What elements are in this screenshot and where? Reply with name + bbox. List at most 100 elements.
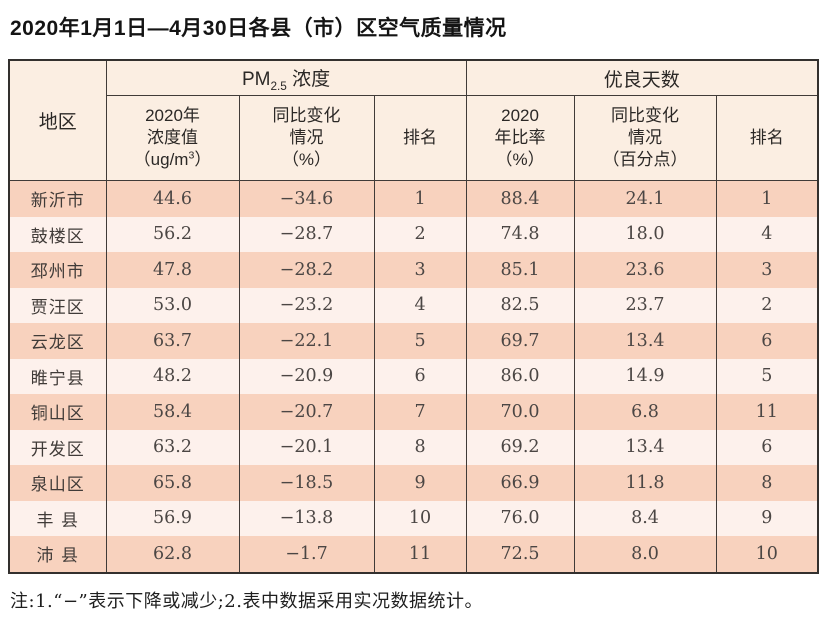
table-row: 云龙区 63.7 −22.1 5 69.7 13.4 6 [8, 323, 819, 359]
cell-good-change: 14.9 [573, 358, 717, 394]
cell-good-ratio: 70.0 [465, 394, 575, 430]
table-row: 泉山区 65.8 −18.5 9 66.9 11.8 8 [8, 465, 819, 501]
cell-region: 铜山区 [8, 394, 107, 430]
header-good-rank: 排名 [715, 95, 819, 181]
cell-region: 云龙区 [8, 323, 107, 359]
cell-region: 鼓楼区 [8, 216, 107, 252]
cell-region: 丰 县 [8, 500, 107, 536]
footnote: 注:1.“−”表示下降或减少;2.表中数据采用实况数据统计。 [10, 590, 483, 612]
cell-pm-rank: 5 [373, 323, 467, 359]
header-good-rank-label: 排名 [749, 127, 784, 147]
cell-pm-rank: 8 [373, 429, 467, 465]
pm-unit-sup: 3 [188, 149, 195, 162]
cell-good-ratio: 76.0 [465, 500, 575, 536]
header-good-ratio-line2: 年比率 [494, 127, 546, 147]
cell-good-change: 24.1 [573, 180, 717, 217]
header-pm-change-line3: （%） [281, 150, 332, 170]
cell-good-change: 8.0 [573, 536, 717, 573]
cell-good-ratio: 74.8 [465, 216, 575, 252]
cell-pm-value: 53.0 [105, 287, 240, 323]
table-row: 邳州市 47.8 −28.2 3 85.1 23.6 3 [8, 252, 819, 288]
cell-good-change: 23.6 [573, 252, 717, 288]
cell-pm-value: 56.9 [105, 500, 240, 536]
cell-good-ratio: 72.5 [465, 536, 575, 573]
cell-pm-change: −20.1 [238, 429, 375, 465]
cell-good-change: 13.4 [573, 323, 717, 359]
table-row: 开发区 63.2 −20.1 8 69.2 13.4 6 [8, 429, 819, 465]
table-row: 睢宁县 48.2 −20.9 6 86.0 14.9 5 [8, 358, 819, 394]
header-good-ratio-line3: （%） [495, 150, 545, 170]
cell-good-rank: 2 [715, 287, 819, 323]
cell-good-change: 23.7 [573, 287, 717, 323]
cell-good-ratio: 66.9 [465, 465, 575, 501]
cell-region: 泉山区 [8, 465, 107, 501]
header-pm-value-line2: 浓度值 [147, 127, 198, 147]
cell-pm-change: −13.8 [238, 500, 375, 536]
header-group-pm25: PM2.5 浓度 [105, 60, 467, 96]
cell-good-ratio: 82.5 [465, 287, 575, 323]
pm-unit-pre: （ug/m [133, 150, 189, 170]
cell-good-ratio: 69.2 [465, 429, 575, 465]
table-row: 贾汪区 53.0 −23.2 4 82.5 23.7 2 [8, 287, 819, 323]
cell-pm-rank: 2 [373, 216, 467, 252]
cell-pm-change: −23.2 [238, 287, 375, 323]
cell-pm-rank: 11 [373, 536, 467, 573]
cell-pm-value: 47.8 [105, 252, 240, 288]
cell-good-rank: 6 [715, 429, 819, 465]
cell-good-ratio: 85.1 [465, 252, 575, 288]
header-good-change-line2: 情况 [628, 127, 663, 147]
cell-pm-value: 56.2 [105, 216, 240, 252]
header-good-change-line3: （百分点） [602, 150, 688, 170]
cell-pm-value: 63.2 [105, 429, 240, 465]
cell-region: 贾汪区 [8, 287, 107, 323]
header-region: 地区 [8, 60, 107, 181]
cell-pm-value: 63.7 [105, 323, 240, 359]
header-good-ratio-line1: 2020 [501, 105, 539, 125]
cell-good-change: 8.4 [573, 500, 717, 536]
table-body: 新沂市 44.6 −34.6 1 88.4 24.1 1 鼓楼区 56.2 −28.7 2 74.8 1… [8, 180, 819, 573]
cell-region: 邳州市 [8, 252, 107, 288]
pm-unit-post: ） [194, 150, 212, 170]
pm25-subscript: 2.5 [270, 79, 287, 93]
cell-good-rank: 8 [715, 465, 819, 501]
cell-pm-rank: 3 [373, 252, 467, 288]
cell-pm-change: −18.5 [238, 465, 375, 501]
header-pm-change: 同比变化 情况 （%） [238, 95, 375, 181]
table-row: 铜山区 58.4 −20.7 7 70.0 6.8 11 [8, 394, 819, 430]
header-good-change: 同比变化 情况 （百分点） [573, 95, 717, 181]
cell-pm-change: −28.7 [238, 216, 375, 252]
table-row: 新沂市 44.6 −34.6 1 88.4 24.1 1 [8, 180, 819, 217]
table-row: 鼓楼区 56.2 −28.7 2 74.8 18.0 4 [8, 216, 819, 252]
cell-pm-change: −28.2 [238, 252, 375, 288]
cell-good-rank: 5 [715, 358, 819, 394]
cell-good-change: 13.4 [573, 429, 717, 465]
header-pm-value: 2020年 浓度值 （ug/m3） [105, 95, 240, 181]
header-pm-rank-label: 排名 [403, 127, 438, 147]
cell-good-ratio: 69.7 [465, 323, 575, 359]
cell-region: 新沂市 [8, 180, 107, 217]
cell-good-ratio: 86.0 [465, 358, 575, 394]
cell-pm-rank: 1 [373, 180, 467, 217]
cell-pm-value: 65.8 [105, 465, 240, 501]
cell-pm-value: 48.2 [105, 358, 240, 394]
cell-pm-change: −34.6 [238, 180, 375, 217]
cell-pm-value: 62.8 [105, 536, 240, 573]
cell-region: 沛 县 [8, 536, 107, 573]
cell-good-ratio: 88.4 [465, 180, 575, 217]
page-title: 2020年1月1日—4月30日各县（市）区空气质量情况 [10, 17, 507, 40]
cell-good-rank: 9 [715, 500, 819, 536]
cell-region: 睢宁县 [8, 358, 107, 394]
header-pm-rank: 排名 [373, 95, 467, 181]
cell-good-change: 6.8 [573, 394, 717, 430]
cell-pm-change: −20.9 [238, 358, 375, 394]
cell-pm-value: 44.6 [105, 180, 240, 217]
header-pm-value-unit: （ug/m3） [107, 149, 238, 171]
cell-good-change: 18.0 [573, 216, 717, 252]
cell-pm-value: 58.4 [105, 394, 240, 430]
cell-pm-rank: 9 [373, 465, 467, 501]
cell-region: 开发区 [8, 429, 107, 465]
header-good-ratio: 2020 年比率 （%） [465, 95, 575, 181]
cell-good-change: 11.8 [573, 465, 717, 501]
header-pm-change-line2: 情况 [289, 127, 324, 147]
cell-pm-change: −1.7 [238, 536, 375, 573]
